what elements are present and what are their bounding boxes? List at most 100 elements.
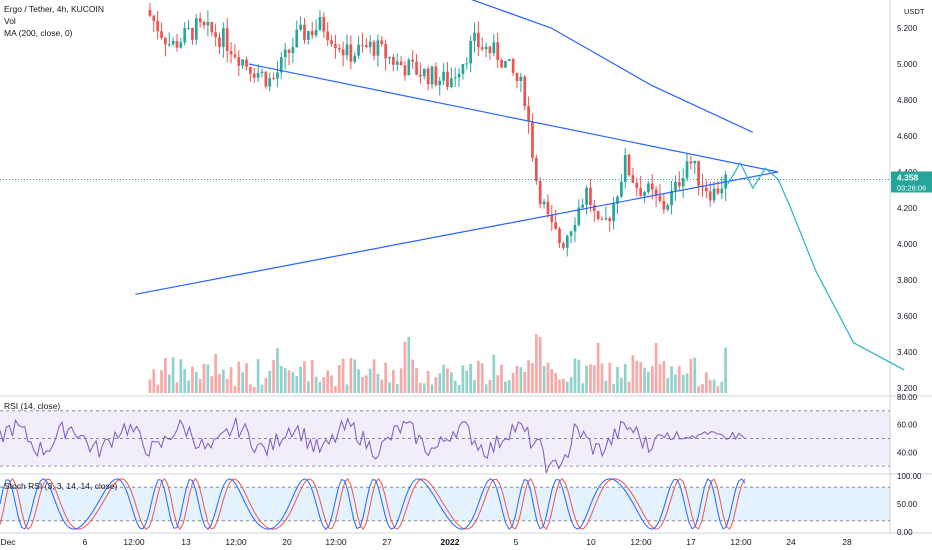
- candle-body: [569, 231, 573, 236]
- volume-bar: [623, 364, 627, 393]
- volume-bar: [496, 375, 500, 393]
- volume-bar: [461, 365, 465, 393]
- candle-body: [538, 180, 542, 205]
- volume-bar: [233, 385, 237, 393]
- candle-body: [666, 205, 670, 210]
- volume-bar: [399, 368, 403, 393]
- candle-body: [623, 154, 627, 182]
- volume-bar: [164, 357, 167, 393]
- candle-body: [364, 45, 368, 48]
- candle-body: [183, 28, 187, 43]
- price-tick: 4.600: [897, 132, 918, 141]
- stoch-d-line: [0, 477, 746, 531]
- volume-bar: [407, 336, 411, 393]
- volume-bars: [148, 334, 728, 393]
- candle-body: [612, 203, 615, 222]
- volume-bar: [538, 337, 542, 393]
- time-tick: 12:00: [630, 537, 652, 547]
- candle-body: [492, 42, 496, 54]
- volume-bar: [252, 386, 256, 393]
- candle-body: [233, 54, 237, 58]
- time-tick: 2022: [441, 537, 460, 547]
- candle-body: [225, 28, 229, 52]
- volume-bar: [565, 381, 569, 393]
- time-tick: 24: [786, 537, 796, 547]
- volume-bar: [167, 374, 171, 393]
- volume-bar: [507, 380, 511, 393]
- volume-bar: [573, 358, 577, 393]
- candle-body: [461, 63, 465, 74]
- volume-bar: [426, 371, 430, 393]
- candle-body: [303, 24, 306, 40]
- volume-bar: [542, 365, 546, 393]
- volume-bar: [581, 383, 585, 393]
- candle-body: [237, 57, 241, 66]
- legend-layer: Ergo / Tether, 4h, KUCOIN Vol MA (200, c…: [4, 4, 118, 491]
- candle-body: [310, 31, 314, 36]
- volume-bar: [453, 380, 457, 393]
- candle-body: [446, 71, 449, 87]
- volume-bar: [337, 365, 341, 393]
- volume-bar: [589, 364, 592, 393]
- volume-bar: [368, 368, 372, 393]
- volume-bar: [720, 381, 724, 393]
- ma200-line: [471, 0, 754, 133]
- volume-bar: [527, 360, 530, 393]
- volume-bar: [283, 367, 287, 393]
- volume-bar: [152, 369, 156, 393]
- volume-bar: [477, 360, 480, 393]
- candle-body: [307, 31, 310, 40]
- volume-bar: [480, 363, 484, 393]
- candle-body: [167, 44, 171, 46]
- volume-bar: [314, 376, 318, 393]
- candle-body: [704, 187, 708, 192]
- candle-body: [395, 61, 399, 65]
- candle-body: [187, 28, 190, 30]
- candle-body: [202, 22, 206, 26]
- candle-body: [353, 55, 357, 62]
- candle-body: [256, 73, 260, 78]
- volume-bar: [156, 384, 160, 393]
- volume-bar: [241, 372, 245, 393]
- volume-bar: [677, 365, 681, 393]
- candle-body: [345, 44, 349, 56]
- candle-body: [260, 71, 264, 74]
- volume-bar: [187, 380, 190, 393]
- volume-bar: [554, 372, 558, 393]
- candle-body: [179, 42, 183, 48]
- volume-bar: [523, 371, 527, 393]
- price-tick: 3.600: [897, 312, 918, 321]
- time-tick: Dec: [0, 537, 16, 547]
- candle-body: [361, 44, 364, 46]
- candle-body: [596, 210, 600, 220]
- volume-bar: [287, 370, 291, 393]
- candle-body: [372, 41, 376, 56]
- volume-bar: [674, 374, 677, 393]
- volume-bar: [469, 364, 472, 393]
- volume-bar: [380, 379, 384, 393]
- time-tick: 28: [842, 537, 852, 547]
- stoch-tick: 100.00: [897, 472, 922, 481]
- volume-bar: [449, 372, 453, 393]
- candle-body: [330, 40, 333, 44]
- ma-label: MA (200, close, 0): [4, 28, 73, 38]
- volume-bar: [357, 369, 360, 393]
- volume-bar: [245, 363, 248, 393]
- volume-bar: [221, 369, 225, 393]
- candle-body: [554, 222, 558, 229]
- candle-body: [627, 154, 631, 176]
- volume-bar: [504, 381, 507, 393]
- stoch-label: Stoch RSI (3, 3, 14, 14, close): [4, 481, 118, 491]
- rsi-tick: 80.00: [897, 393, 918, 402]
- current-price-text: 4.358: [897, 172, 919, 182]
- candle-body: [218, 37, 221, 47]
- overlay-lines: [0, 0, 905, 371]
- candle-body: [558, 228, 561, 244]
- volume-bar: [693, 357, 697, 393]
- price-tick: 3.800: [897, 276, 918, 285]
- candle-body: [434, 66, 438, 86]
- candle-body: [484, 46, 488, 50]
- volume-bar: [442, 364, 445, 393]
- candle-body: [531, 121, 534, 158]
